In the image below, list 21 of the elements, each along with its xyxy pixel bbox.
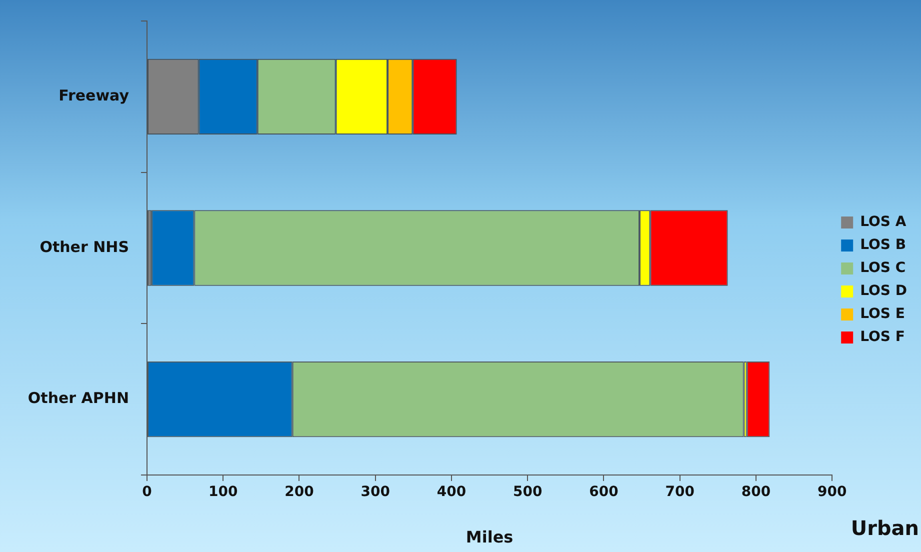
x-tick-label: 100	[208, 484, 238, 500]
x-tick-label: 700	[665, 484, 695, 500]
x-tick-label: 0	[142, 484, 152, 500]
x-tick-label: 800	[741, 484, 771, 500]
x-tick-label: 300	[360, 484, 390, 500]
x-tick-label: 200	[284, 484, 314, 500]
y-tick-label: Freeway	[58, 86, 130, 105]
x-tick-label: 400	[436, 484, 466, 500]
legend-label: LOS A	[860, 214, 906, 230]
y-tick-label: Other NHS	[40, 238, 129, 256]
x-tick-label: 600	[589, 484, 619, 500]
legend-label: LOS E	[860, 306, 905, 322]
legend-label: LOS F	[860, 329, 905, 346]
legend-label: LOS D	[860, 283, 908, 300]
x-tick-label: 500	[512, 484, 542, 500]
text: Urban	[850, 516, 919, 540]
legend-label: LOS B	[860, 237, 906, 254]
x-axis-title: Miles	[466, 528, 514, 547]
y-tick-label: Other APHN	[28, 389, 129, 408]
x-tick-label: 900	[817, 484, 847, 500]
legend-label: LOS C	[860, 260, 906, 276]
